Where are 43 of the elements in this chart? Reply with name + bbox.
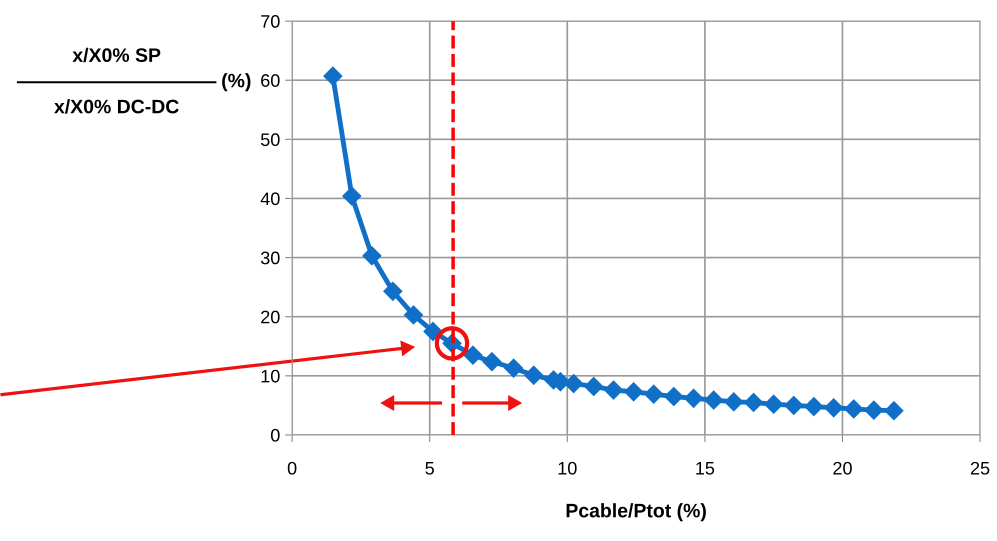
point: [362, 246, 382, 266]
x-tick-label: 5: [425, 462, 434, 475]
point: [664, 387, 684, 406]
point: [824, 398, 844, 418]
point: [564, 374, 584, 394]
x-tick-label: 15: [696, 462, 714, 475]
point: [684, 388, 704, 408]
point: [463, 346, 482, 365]
point: [804, 397, 824, 416]
point: [504, 358, 524, 378]
point: [744, 392, 764, 412]
point: [584, 376, 604, 396]
y-tick-label: 10: [262, 370, 280, 383]
y-tick-label: 40: [260, 192, 280, 206]
point: [644, 384, 664, 404]
y-tick-label: 20: [261, 310, 280, 324]
point: [482, 352, 502, 372]
point: [784, 396, 804, 415]
y-tick-label: 30: [260, 252, 280, 264]
point: [704, 390, 724, 410]
point: [342, 186, 362, 206]
y-tick-label: 0: [270, 428, 280, 442]
y-tick-label: 60: [261, 74, 280, 87]
x-axis-title: Pcable/Ptot (%): [566, 503, 706, 522]
point: [383, 282, 402, 301]
point: [724, 392, 744, 412]
point: [323, 66, 342, 86]
x-tick-label: 0: [288, 462, 296, 475]
y-tick-label: 70: [261, 15, 280, 28]
point: [764, 394, 784, 414]
x-tick-label: 20: [833, 462, 852, 475]
point: [604, 380, 624, 400]
x-tick-label: 10: [558, 462, 577, 475]
point: [423, 322, 443, 342]
y-tick-label: 50: [260, 133, 280, 146]
x-tick-label: 25: [970, 462, 990, 475]
text: x/X0% SP x/X0% DC-DC (%): [54, 48, 250, 114]
point: [884, 401, 904, 420]
point: [624, 382, 644, 402]
point: [844, 399, 864, 418]
point: [524, 366, 544, 385]
point: [864, 400, 884, 420]
point: [404, 305, 424, 324]
